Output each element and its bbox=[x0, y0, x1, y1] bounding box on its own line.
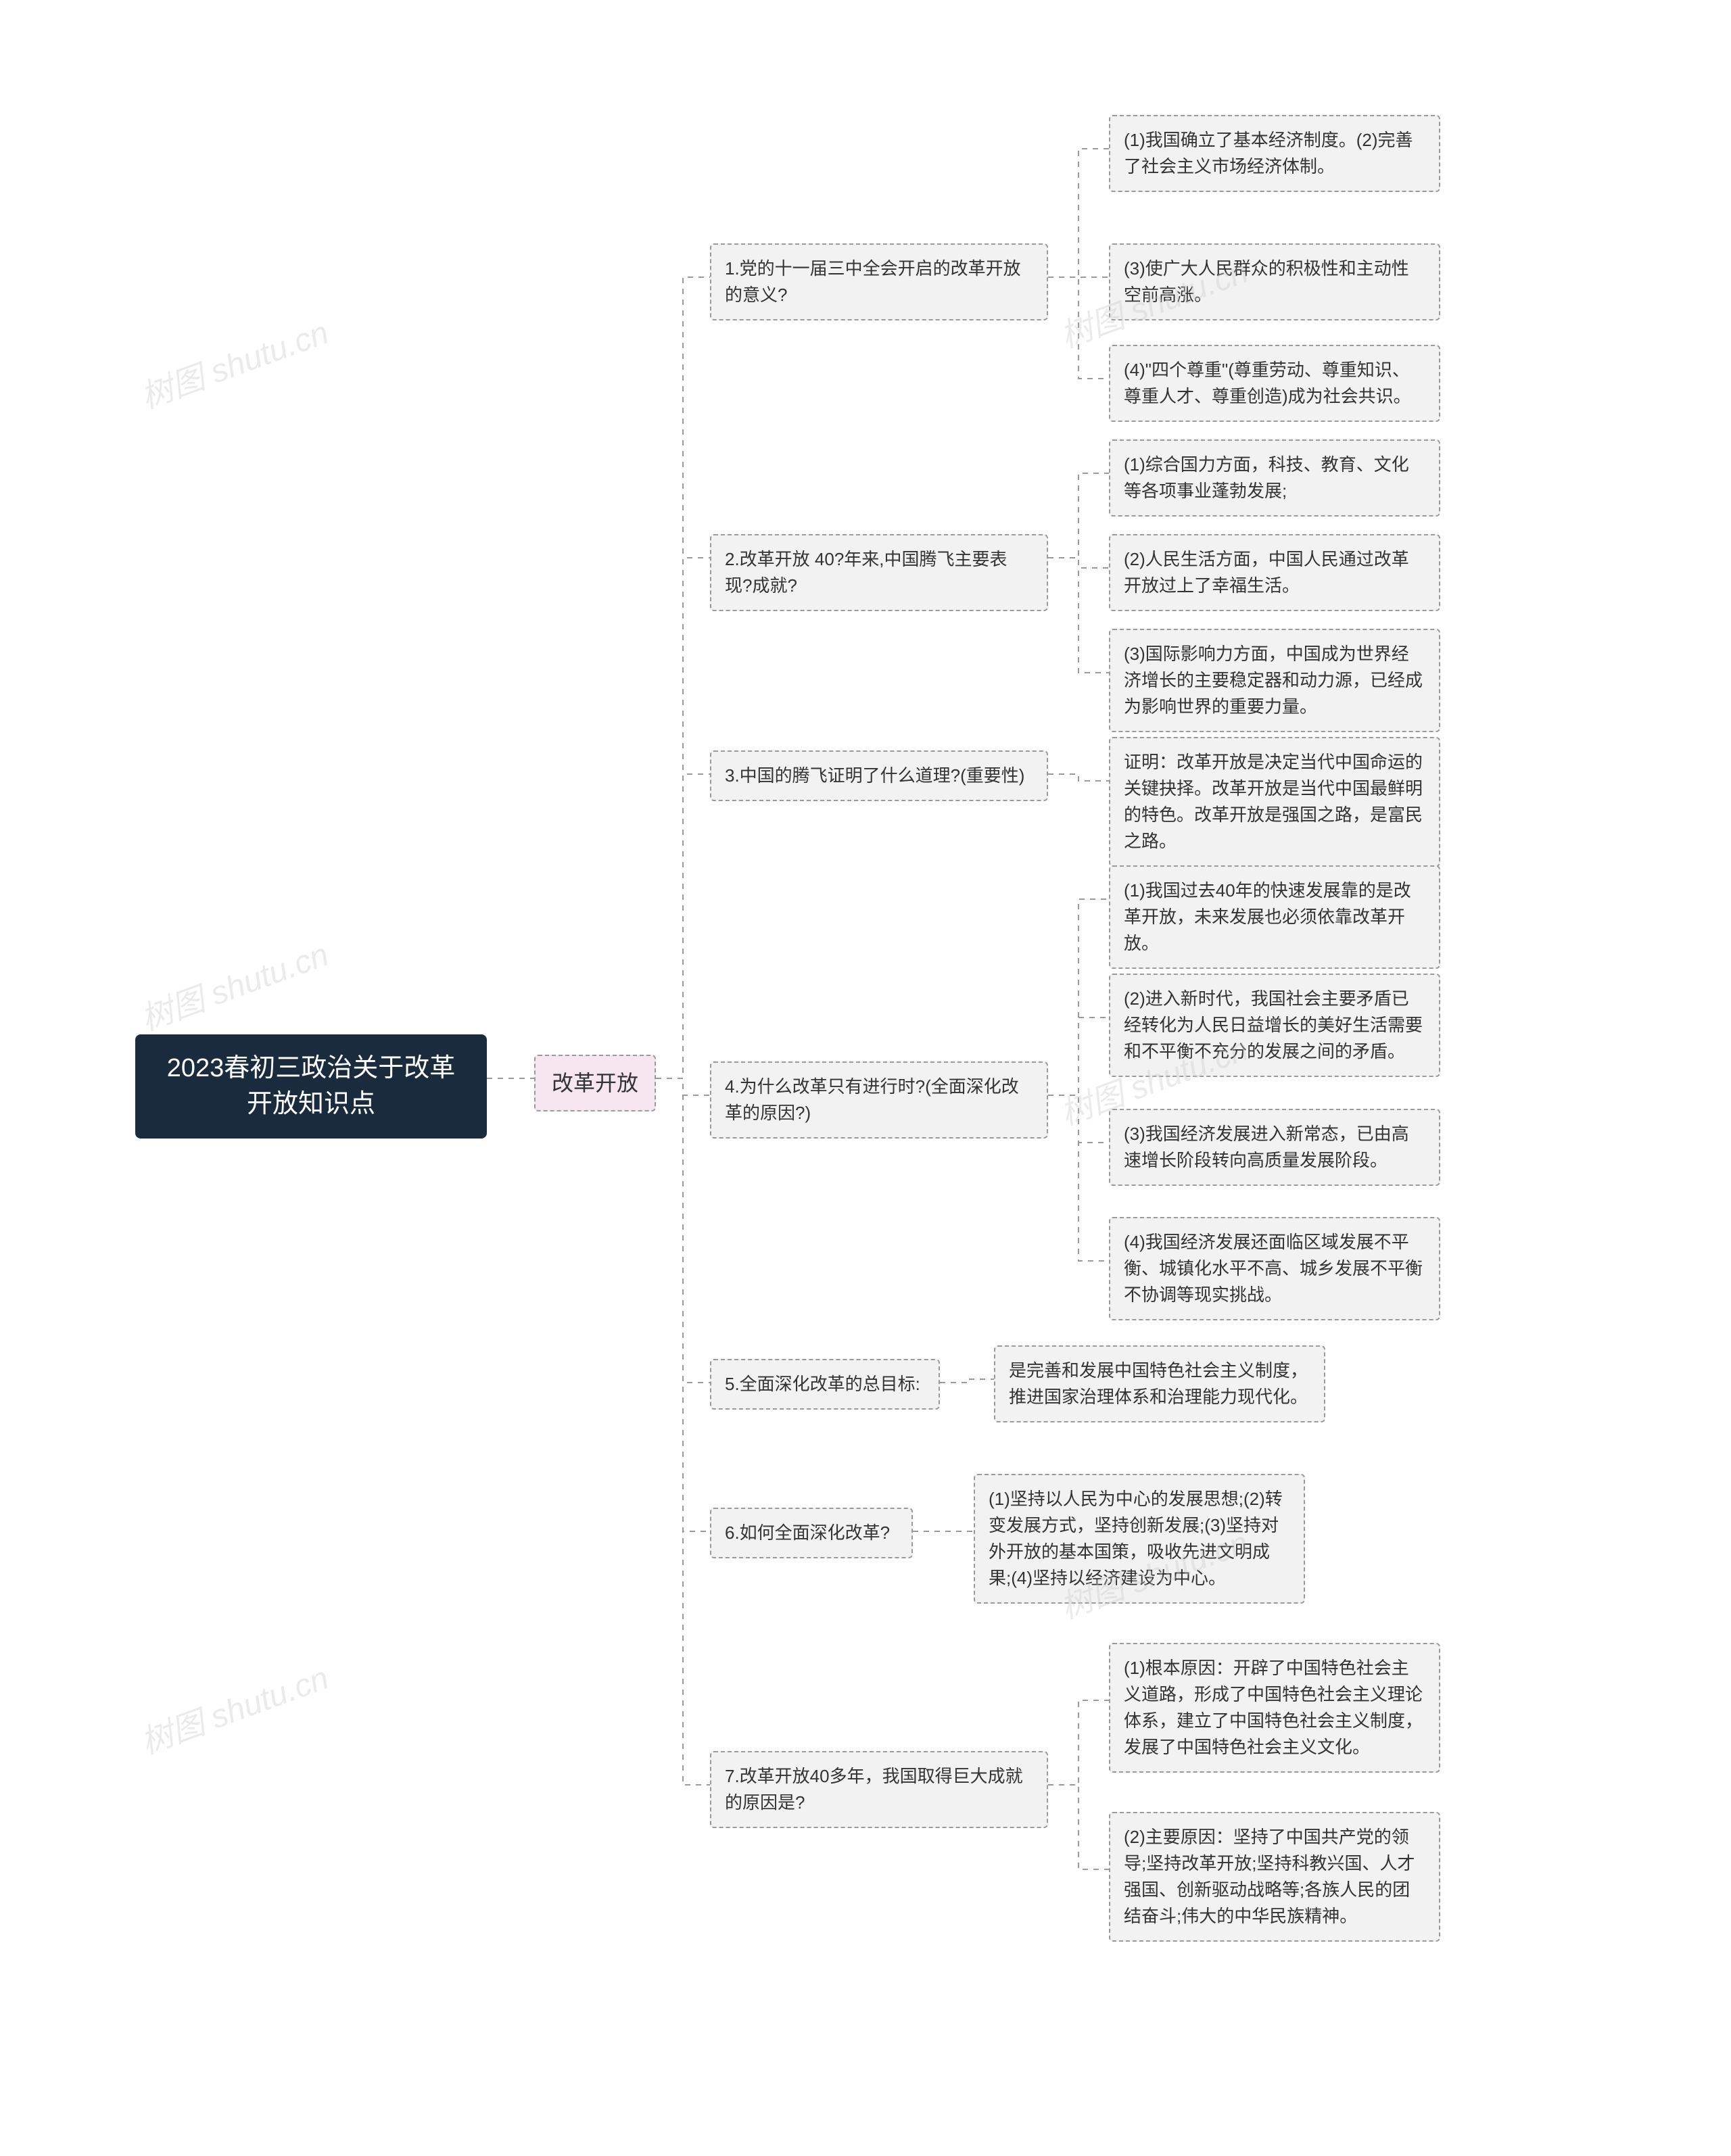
level3-node: 是完善和发展中国特色社会主义制度，推进国家治理体系和治理能力现代化。 bbox=[994, 1345, 1325, 1422]
level3-node: (2)进入新时代，我国社会主要矛盾已经转化为人民日益增长的美好生活需要和不平衡不… bbox=[1109, 974, 1440, 1077]
level3-node: (2)主要原因：坚持了中国共产党的领导;坚持改革开放;坚持科教兴国、人才强国、创… bbox=[1109, 1812, 1440, 1942]
level3-node: (3)国际影响力方面，中国成为世界经济增长的主要稳定器和动力源，已经成为影响世界… bbox=[1109, 629, 1440, 732]
level3-label: (1)坚持以人民为中心的发展思想;(2)转变发展方式，坚持创新发展;(3)坚持对… bbox=[989, 1489, 1283, 1588]
level2-label: 2.改革开放 40?年来,中国腾飞主要表现?成就? bbox=[725, 549, 1007, 596]
level3-node: (1)综合国力方面，科技、教育、文化等各项事业蓬勃发展; bbox=[1109, 439, 1440, 517]
watermark: 树图 shutu.cn bbox=[133, 306, 334, 417]
root-label: 2023春初三政治关于改革开放知识点 bbox=[167, 1054, 456, 1118]
watermark: 树图 shutu.cn bbox=[133, 928, 334, 1039]
level3-label: (1)综合国力方面，科技、教育、文化等各项事业蓬勃发展; bbox=[1124, 454, 1409, 501]
level3-label: (3)使广大人民群众的积极性和主动性空前高涨。 bbox=[1124, 258, 1409, 305]
level3-node: (3)我国经济发展进入新常态，已由高速增长阶段转向高质量发展阶段。 bbox=[1109, 1109, 1440, 1186]
level3-label: (2)主要原因：坚持了中国共产党的领导;坚持改革开放;坚持科教兴国、人才强国、创… bbox=[1124, 1827, 1415, 1926]
level3-label: (3)我国经济发展进入新常态，已由高速增长阶段转向高质量发展阶段。 bbox=[1124, 1124, 1409, 1170]
level3-node: (1)根本原因：开辟了中国特色社会主义道路，形成了中国特色社会主义理论体系，建立… bbox=[1109, 1643, 1440, 1773]
level2-node: 7.改革开放40多年，我国取得巨大成就的原因是? bbox=[710, 1751, 1048, 1828]
level2-label: 4.为什么改革只有进行时?(全面深化改革的原因?) bbox=[725, 1076, 1019, 1123]
level3-node: (1)我国确立了基本经济制度。(2)完善了社会主义市场经济体制。 bbox=[1109, 115, 1440, 192]
level3-node: (1)坚持以人民为中心的发展思想;(2)转变发展方式，坚持创新发展;(3)坚持对… bbox=[974, 1474, 1305, 1604]
level3-label: (1)我国确立了基本经济制度。(2)完善了社会主义市场经济体制。 bbox=[1124, 130, 1413, 176]
level3-label: (1)根本原因：开辟了中国特色社会主义道路，形成了中国特色社会主义理论体系，建立… bbox=[1124, 1658, 1423, 1757]
level2-label: 1.党的十一届三中全会开启的改革开放的意义? bbox=[725, 258, 1021, 305]
level3-label: (3)国际影响力方面，中国成为世界经济增长的主要稳定器和动力源，已经成为影响世界… bbox=[1124, 644, 1423, 717]
level2-node: 6.如何全面深化改革? bbox=[710, 1508, 913, 1558]
level3-label: 是完善和发展中国特色社会主义制度，推进国家治理体系和治理能力现代化。 bbox=[1009, 1360, 1308, 1407]
level2-label: 6.如何全面深化改革? bbox=[725, 1523, 890, 1543]
level2-node: 3.中国的腾飞证明了什么道理?(重要性) bbox=[710, 750, 1048, 801]
level3-label: (2)进入新时代，我国社会主要矛盾已经转化为人民日益增长的美好生活需要和不平衡不… bbox=[1124, 988, 1423, 1061]
level3-node: (1)我国过去40年的快速发展靠的是改革开放，未来发展也必须依靠改革开放。 bbox=[1109, 865, 1440, 969]
level2-node: 1.党的十一届三中全会开启的改革开放的意义? bbox=[710, 243, 1048, 320]
level3-label: (2)人民生活方面，中国人民通过改革开放过上了幸福生活。 bbox=[1124, 549, 1409, 596]
level2-node: 5.全面深化改革的总目标: bbox=[710, 1359, 940, 1410]
level3-label: (1)我国过去40年的快速发展靠的是改革开放，未来发展也必须依靠改革开放。 bbox=[1124, 880, 1411, 953]
level2-node: 4.为什么改革只有进行时?(全面深化改革的原因?) bbox=[710, 1061, 1048, 1139]
level2-label: 5.全面深化改革的总目标: bbox=[725, 1374, 920, 1394]
level3-node: (4)我国经济发展还面临区域发展不平衡、城镇化水平不高、城乡发展不平衡不协调等现… bbox=[1109, 1217, 1440, 1320]
level3-node: (4)"四个尊重"(尊重劳动、尊重知识、尊重人才、尊重创造)成为社会共识。 bbox=[1109, 345, 1440, 422]
watermark: 树图 shutu.cn bbox=[133, 1651, 334, 1763]
level2-label: 7.改革开放40多年，我国取得巨大成就的原因是? bbox=[725, 1766, 1023, 1813]
level3-label: (4)"四个尊重"(尊重劳动、尊重知识、尊重人才、尊重创造)成为社会共识。 bbox=[1124, 360, 1411, 406]
level1-node: 改革开放 bbox=[534, 1055, 656, 1111]
level2-label: 3.中国的腾飞证明了什么道理?(重要性) bbox=[725, 765, 1024, 786]
level3-node: 证明：改革开放是决定当代中国命运的关键抉择。改革开放是当代中国最鲜明的特色。改革… bbox=[1109, 737, 1440, 867]
root-node: 2023春初三政治关于改革开放知识点 bbox=[135, 1034, 487, 1139]
level3-node: (3)使广大人民群众的积极性和主动性空前高涨。 bbox=[1109, 243, 1440, 320]
level3-node: (2)人民生活方面，中国人民通过改革开放过上了幸福生活。 bbox=[1109, 534, 1440, 611]
level1-label: 改革开放 bbox=[552, 1071, 638, 1095]
level3-label: (4)我国经济发展还面临区域发展不平衡、城镇化水平不高、城乡发展不平衡不协调等现… bbox=[1124, 1232, 1423, 1305]
mindmap-canvas: 2023春初三政治关于改革开放知识点 改革开放 1.党的十一届三中全会开启的改革… bbox=[0, 0, 1731, 2156]
level2-node: 2.改革开放 40?年来,中国腾飞主要表现?成就? bbox=[710, 534, 1048, 611]
level3-label: 证明：改革开放是决定当代中国命运的关键抉择。改革开放是当代中国最鲜明的特色。改革… bbox=[1124, 752, 1423, 851]
